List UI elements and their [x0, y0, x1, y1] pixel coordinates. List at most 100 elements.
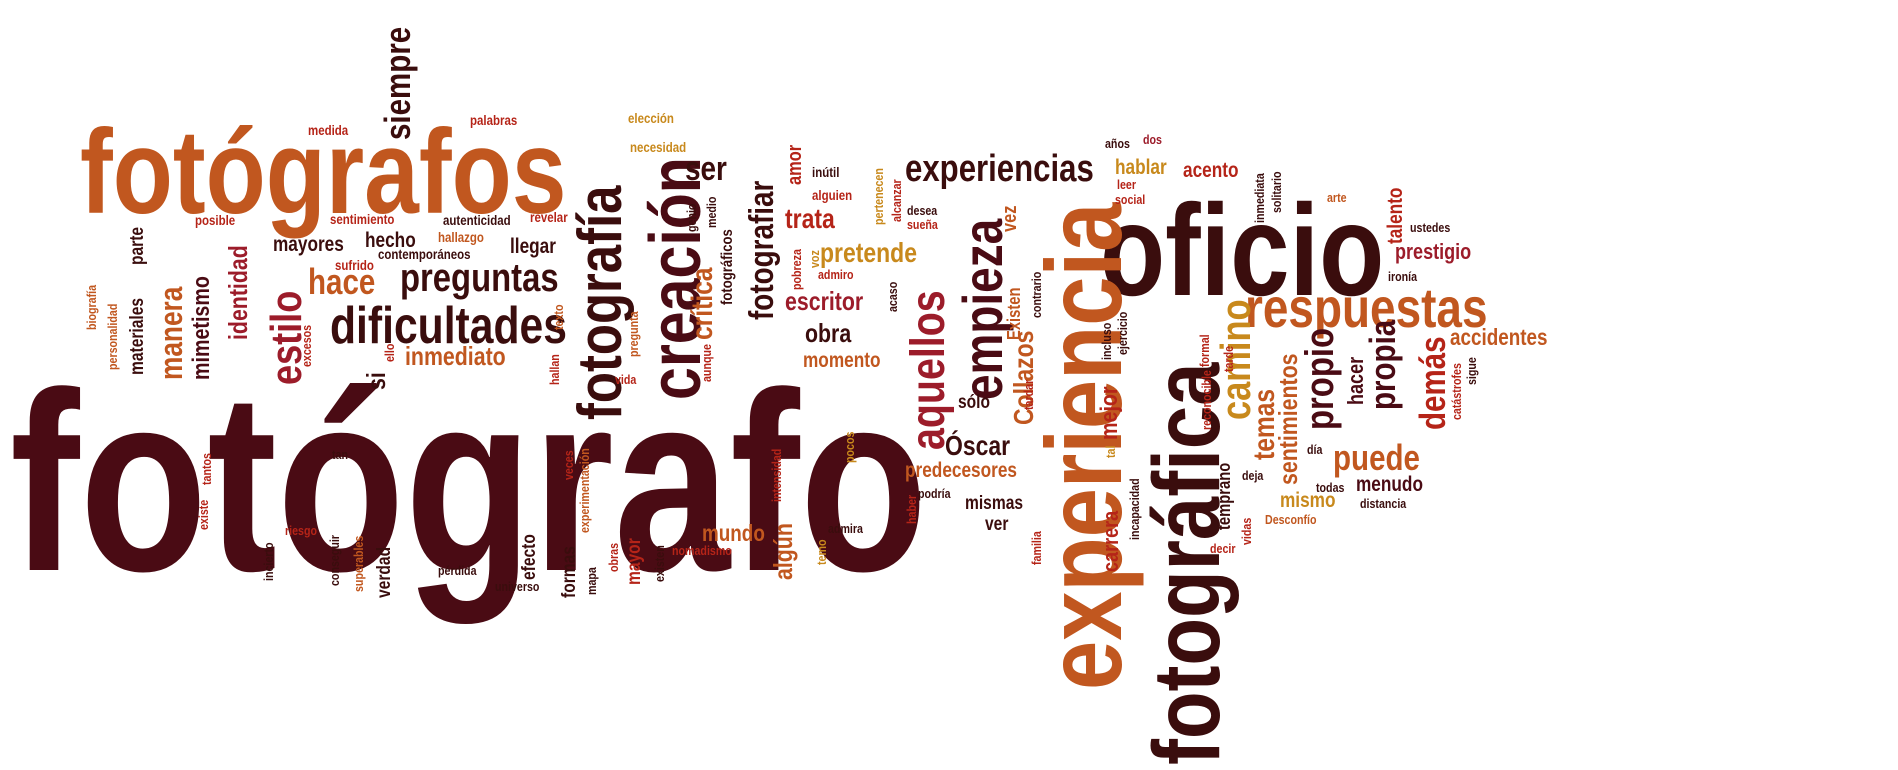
word-144: conseguir [327, 535, 342, 586]
word-108: años [1105, 136, 1130, 151]
word-79: genio [684, 203, 699, 232]
word-132: temo [814, 539, 829, 565]
word-42: accidentes [1450, 324, 1548, 350]
word-44: mundo [702, 520, 765, 546]
word-43: algún [768, 523, 798, 580]
word-64: mayor [624, 538, 645, 585]
word-96: acaso [885, 281, 900, 312]
word-115: ustedes [1410, 220, 1451, 235]
word-32: pretende [820, 237, 917, 268]
word-49: vez [999, 205, 1021, 232]
word-134: intensidad [769, 448, 784, 502]
word-114: arte [1327, 190, 1347, 205]
word-130: podría [918, 486, 951, 501]
word-65: efecto [519, 534, 540, 580]
word-87: ello [382, 343, 397, 362]
word-84: biografía [84, 284, 99, 330]
word-35: momento [803, 349, 881, 372]
word-71: elección [628, 110, 674, 126]
word-4: experiencia [1023, 202, 1144, 691]
word-41: prestigio [1395, 239, 1472, 264]
word-92: aunque [699, 344, 714, 382]
word-24: ser [685, 150, 727, 188]
word-60: ver [985, 514, 1009, 535]
word-67: temprano [1214, 462, 1234, 530]
word-138: mapa [584, 567, 599, 595]
word-109: dos [1143, 132, 1162, 147]
word-38: temas [1248, 388, 1281, 460]
word-113: solitario [1269, 171, 1284, 213]
word-12: experiencias [905, 148, 1094, 190]
word-145: riesgo [285, 523, 317, 538]
word-45: mejor [1096, 386, 1123, 440]
word-33: obra [805, 318, 852, 348]
word-141: universo [495, 579, 540, 594]
word-22: hace [308, 261, 376, 302]
word-30: Collazos [1008, 330, 1039, 425]
word-58: amor [784, 144, 806, 185]
word-72: necesidad [630, 139, 687, 155]
word-137: obras [606, 542, 621, 572]
word-1: fotógrafo [10, 340, 928, 625]
word-126: incapacidad [1127, 478, 1142, 540]
word-29: Óscar [945, 430, 1011, 461]
word-124: vidas [1239, 517, 1254, 545]
word-76: sentimiento [330, 211, 395, 227]
word-34: trata [785, 203, 835, 234]
word-142: pérdida [438, 563, 477, 578]
word-9: dificultades [330, 297, 567, 355]
word-63: formas [559, 546, 580, 598]
word-149: tan [332, 447, 348, 462]
word-81: hallazgo [438, 229, 484, 245]
word-118: catástrofes [1449, 363, 1464, 420]
word-89: hallan [547, 354, 562, 385]
word-106: reconocible [1199, 370, 1214, 430]
word-146: incierto [261, 542, 276, 581]
word-52: mayores [273, 233, 344, 256]
word-5: fotográfica [1134, 362, 1240, 765]
word-119: día [1307, 442, 1323, 457]
word-148: tantos [199, 453, 214, 485]
word-105: formal [1197, 334, 1212, 367]
word-68: fotográficos [719, 229, 736, 305]
word-104: incluso [1099, 322, 1114, 360]
word-56: materiales [127, 297, 148, 375]
word-116: ironía [1388, 269, 1418, 284]
word-17: propio [1298, 327, 1342, 430]
word-20: puede [1333, 437, 1420, 478]
word-18: propia [1362, 319, 1403, 410]
word-54: llegar [510, 235, 556, 258]
word-59: mismas [965, 493, 1024, 514]
word-55: si [361, 372, 391, 390]
word-117: sigue [1464, 357, 1479, 385]
word-97: pertenecen [871, 168, 886, 225]
word-121: todas [1316, 480, 1345, 495]
word-78: revelar [530, 209, 568, 225]
word-66: verdad [374, 546, 395, 598]
word-80: medio [704, 196, 719, 228]
word-135: nomadismo [672, 543, 732, 558]
word-77: autenticidad [443, 212, 511, 228]
word-21: manera [153, 286, 189, 380]
word-51: talento [1384, 187, 1407, 244]
word-27: identidad [223, 245, 253, 340]
word-125: decir [1210, 541, 1236, 556]
word-82: contemporáneos [378, 246, 471, 262]
word-112: inmediata [1252, 173, 1267, 223]
word-3: oficio [1100, 177, 1385, 323]
word-127: tal [1103, 445, 1118, 458]
word-90: vida [615, 372, 637, 387]
word-23: inmediato [405, 341, 506, 371]
word-85: personalidad [105, 303, 120, 370]
word-57: parte [127, 226, 148, 265]
word-74: alguien [812, 187, 853, 203]
word-133: pocos [842, 431, 857, 463]
word-36: predecesores [905, 459, 1018, 482]
word-101: tardar [1021, 379, 1036, 410]
word-99: desea [907, 203, 938, 218]
word-139: experimentación [577, 448, 592, 533]
word-53: hecho [365, 229, 416, 252]
word-75: posible [195, 212, 236, 228]
word-47: menudo [1356, 473, 1423, 496]
word-25: fotografiar [743, 180, 781, 320]
